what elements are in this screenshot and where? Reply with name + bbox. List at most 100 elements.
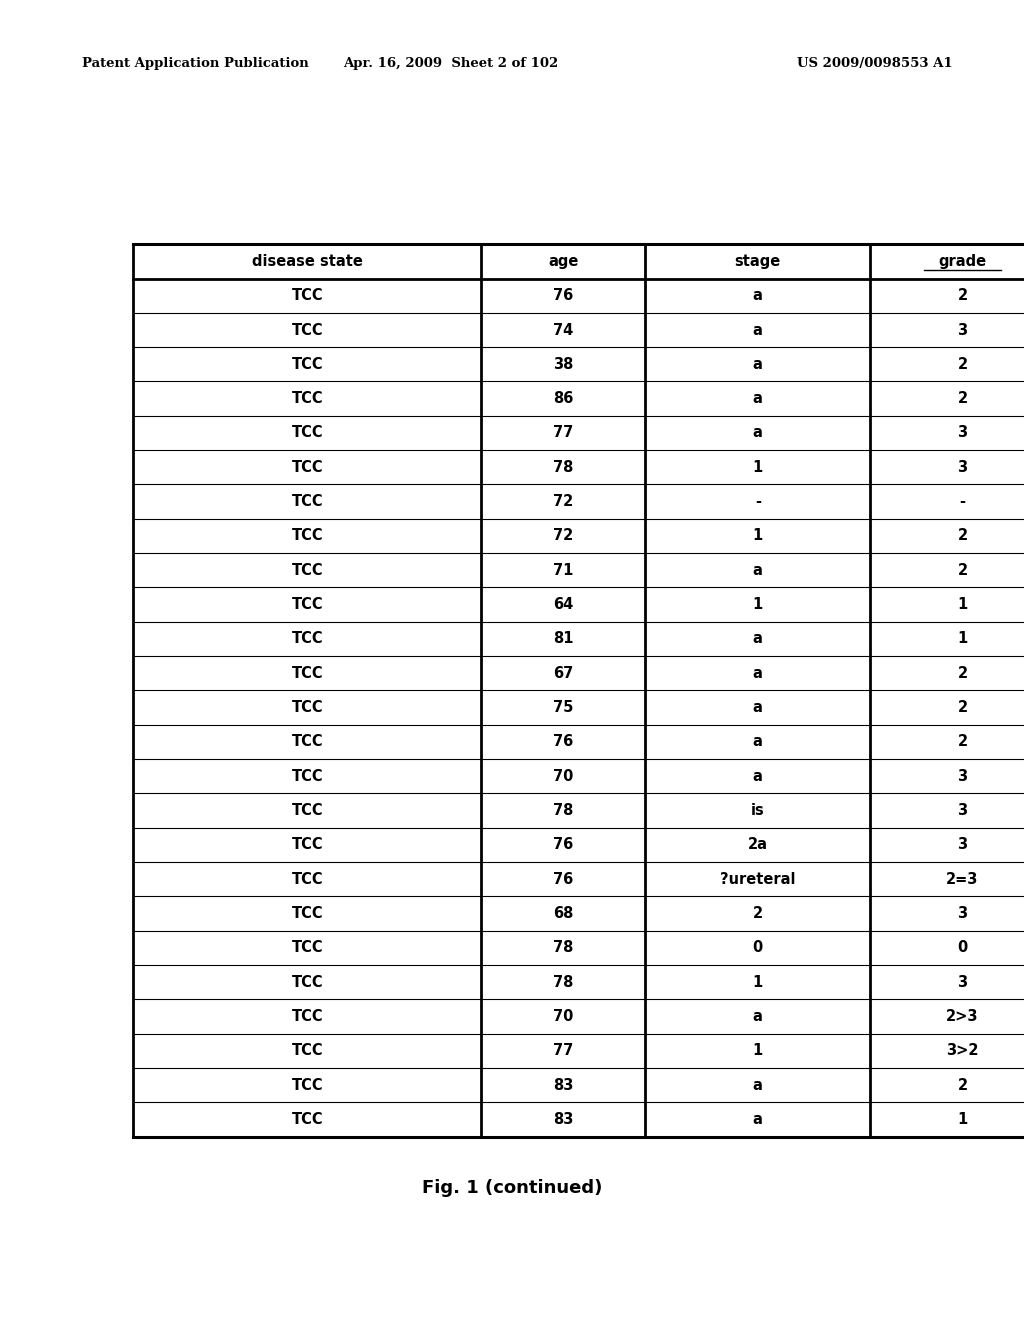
Text: TCC: TCC	[292, 1077, 323, 1093]
Text: 3: 3	[957, 974, 968, 990]
Text: 64: 64	[553, 597, 573, 612]
Text: 0: 0	[957, 940, 968, 956]
Text: TCC: TCC	[292, 356, 323, 372]
Text: TCC: TCC	[292, 940, 323, 956]
Text: 2=3: 2=3	[946, 871, 979, 887]
Text: -: -	[755, 494, 761, 510]
Text: 1: 1	[957, 1111, 968, 1127]
Text: 2: 2	[957, 356, 968, 372]
Text: Patent Application Publication: Patent Application Publication	[82, 57, 308, 70]
Text: ?ureteral: ?ureteral	[720, 871, 796, 887]
Text: TCC: TCC	[292, 734, 323, 750]
Text: 83: 83	[553, 1111, 573, 1127]
Text: a: a	[753, 734, 763, 750]
Text: 77: 77	[553, 425, 573, 441]
Text: disease state: disease state	[252, 253, 362, 269]
Text: TCC: TCC	[292, 665, 323, 681]
Text: TCC: TCC	[292, 528, 323, 544]
Text: 2: 2	[957, 1077, 968, 1093]
Text: a: a	[753, 391, 763, 407]
Text: 1: 1	[753, 597, 763, 612]
Text: TCC: TCC	[292, 1111, 323, 1127]
Text: 3: 3	[957, 459, 968, 475]
Text: 70: 70	[553, 768, 573, 784]
Text: 76: 76	[553, 288, 573, 304]
Text: 0: 0	[753, 940, 763, 956]
Text: TCC: TCC	[292, 906, 323, 921]
Text: 1: 1	[753, 459, 763, 475]
Text: 3: 3	[957, 425, 968, 441]
Text: TCC: TCC	[292, 871, 323, 887]
Text: 77: 77	[553, 1043, 573, 1059]
Text: 3: 3	[957, 906, 968, 921]
Text: 3: 3	[957, 837, 968, 853]
Text: TCC: TCC	[292, 391, 323, 407]
Text: 38: 38	[553, 356, 573, 372]
Text: 1: 1	[753, 528, 763, 544]
Text: a: a	[753, 322, 763, 338]
Text: 3>2: 3>2	[946, 1043, 979, 1059]
Text: 76: 76	[553, 871, 573, 887]
Text: TCC: TCC	[292, 322, 323, 338]
Text: TCC: TCC	[292, 1043, 323, 1059]
Text: 2: 2	[957, 391, 968, 407]
Text: 86: 86	[553, 391, 573, 407]
Text: a: a	[753, 1077, 763, 1093]
Text: 83: 83	[553, 1077, 573, 1093]
Text: 2: 2	[957, 528, 968, 544]
Text: TCC: TCC	[292, 700, 323, 715]
Text: 78: 78	[553, 803, 573, 818]
Text: TCC: TCC	[292, 974, 323, 990]
Text: 68: 68	[553, 906, 573, 921]
Text: 3: 3	[957, 803, 968, 818]
Text: a: a	[753, 1008, 763, 1024]
Text: a: a	[753, 356, 763, 372]
Text: grade: grade	[939, 253, 986, 269]
Text: 72: 72	[553, 494, 573, 510]
Text: a: a	[753, 631, 763, 647]
Text: 2: 2	[957, 700, 968, 715]
Text: TCC: TCC	[292, 425, 323, 441]
Text: 74: 74	[553, 322, 573, 338]
Text: a: a	[753, 700, 763, 715]
Text: US 2009/0098553 A1: US 2009/0098553 A1	[797, 57, 952, 70]
Text: age: age	[548, 253, 579, 269]
Text: 3: 3	[957, 322, 968, 338]
Text: TCC: TCC	[292, 803, 323, 818]
Text: 70: 70	[553, 1008, 573, 1024]
Text: 2: 2	[957, 665, 968, 681]
Text: TCC: TCC	[292, 459, 323, 475]
Text: 1: 1	[957, 631, 968, 647]
Text: 67: 67	[553, 665, 573, 681]
Text: 2: 2	[957, 562, 968, 578]
Text: is: is	[751, 803, 765, 818]
Text: 78: 78	[553, 974, 573, 990]
Text: 2a: 2a	[748, 837, 768, 853]
Text: 1: 1	[957, 597, 968, 612]
Text: Apr. 16, 2009  Sheet 2 of 102: Apr. 16, 2009 Sheet 2 of 102	[343, 57, 558, 70]
Text: 76: 76	[553, 837, 573, 853]
Text: a: a	[753, 562, 763, 578]
Text: Fig. 1 (continued): Fig. 1 (continued)	[422, 1179, 602, 1197]
Text: a: a	[753, 665, 763, 681]
Text: 1: 1	[753, 974, 763, 990]
Text: TCC: TCC	[292, 597, 323, 612]
Text: TCC: TCC	[292, 562, 323, 578]
Text: 78: 78	[553, 459, 573, 475]
Text: 76: 76	[553, 734, 573, 750]
Text: 3: 3	[957, 768, 968, 784]
Text: TCC: TCC	[292, 288, 323, 304]
Text: 71: 71	[553, 562, 573, 578]
Text: -: -	[959, 494, 966, 510]
Text: a: a	[753, 1111, 763, 1127]
Text: a: a	[753, 288, 763, 304]
Text: a: a	[753, 425, 763, 441]
Text: 78: 78	[553, 940, 573, 956]
Text: 1: 1	[753, 1043, 763, 1059]
Text: 72: 72	[553, 528, 573, 544]
Text: TCC: TCC	[292, 1008, 323, 1024]
Text: 2>3: 2>3	[946, 1008, 979, 1024]
Text: 2: 2	[753, 906, 763, 921]
Text: 2: 2	[957, 734, 968, 750]
Text: TCC: TCC	[292, 768, 323, 784]
